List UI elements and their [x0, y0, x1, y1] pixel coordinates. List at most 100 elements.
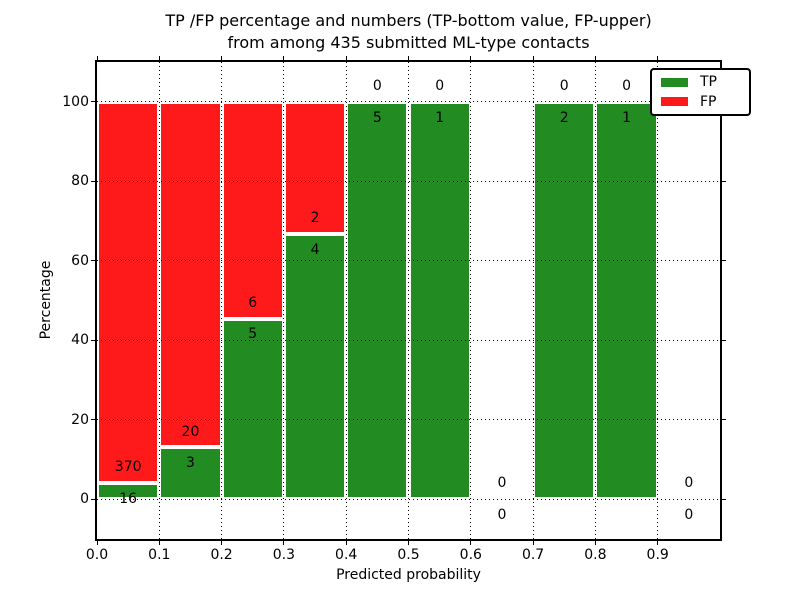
x-tick-mark-top: [345, 56, 347, 60]
x-tick-mark: [283, 541, 285, 545]
bar-fp-segment: [97, 101, 160, 483]
legend: TP FP: [650, 68, 751, 116]
chart-title: TP /FP percentage and numbers (TP-bottom…: [95, 10, 722, 54]
x-tick-label: 0.6: [459, 547, 482, 563]
bar-tp-segment: [408, 101, 471, 500]
legend-label-tp: TP: [700, 74, 717, 91]
x-tick-label: 0.4: [335, 547, 358, 563]
bar-tp-count: 5: [372, 109, 382, 126]
bar-tp-segment: [221, 318, 284, 500]
bar-fp-count: 0: [372, 77, 382, 94]
v-gridline: [594, 62, 596, 539]
y-tick-mark-right: [722, 339, 726, 341]
bar-fp-count: 20: [181, 423, 200, 440]
chart-title-line-2: from among 435 submitted ML-type contact…: [227, 33, 590, 52]
bar-tp-segment: [533, 101, 596, 500]
fp-legend-swatch: [661, 97, 688, 107]
v-gridline: [221, 62, 223, 539]
x-tick-mark: [657, 541, 659, 545]
bar-fp-count: 0: [622, 77, 631, 94]
bar-fp-segment: [221, 101, 284, 319]
legend-label-fp: FP: [700, 93, 717, 110]
bar-tp-segment: [283, 234, 347, 500]
x-tick-mark: [345, 541, 347, 545]
bar-fp-count: 0: [684, 475, 694, 492]
y-tick-label: 0: [80, 491, 89, 508]
y-tick-mark-right: [722, 180, 726, 182]
x-tick-mark: [532, 541, 534, 545]
x-tick-mark-top: [657, 56, 659, 60]
x-tick-mark-top: [158, 56, 160, 60]
legend-item-tp: TP: [661, 75, 749, 89]
v-gridline: [532, 62, 534, 539]
y-tick-mark: [91, 260, 95, 262]
bar-tp-count: 1: [622, 109, 631, 126]
plot-area: 370 16 20 3 6 5 2 4 0 5 0 1 0 0 0 2 0 1 0 0: [95, 60, 722, 541]
x-tick-mark: [594, 541, 596, 545]
x-tick-mark-top: [470, 56, 472, 60]
y-tick-mark-right: [722, 260, 726, 262]
y-tick-mark-right: [722, 419, 726, 421]
legend-item-fp: FP: [661, 95, 749, 109]
y-tick-label: 20: [71, 411, 89, 428]
x-tick-label: 0.0: [85, 547, 109, 563]
bar-tp-count: 16: [119, 490, 138, 507]
bar-tp-count: 0: [497, 507, 507, 524]
tp-legend-swatch: [661, 77, 688, 87]
x-tick-mark-top: [594, 56, 596, 60]
bar-fp-segment: [159, 101, 222, 448]
y-axis-label: Percentage: [38, 260, 54, 340]
x-tick-mark: [158, 541, 160, 545]
bar-fp-count: 6: [248, 294, 258, 311]
bar-tp-segment: [595, 101, 658, 500]
y-tick-label: 100: [62, 93, 89, 110]
x-tick-label: 0.5: [397, 547, 420, 563]
y-tick-mark: [91, 419, 95, 421]
bar-fp-count: 0: [497, 475, 507, 492]
bar-tp-count: 2: [559, 109, 569, 126]
x-tick-mark: [408, 541, 409, 545]
y-tick-mark: [91, 339, 95, 341]
x-tick-label: 0.9: [646, 547, 669, 563]
y-tick-label: 80: [71, 173, 89, 190]
bar-fp-segment: [283, 101, 347, 235]
bar-fp-count: 0: [435, 77, 445, 94]
bar-fp-count: 2: [310, 210, 320, 227]
y-tick-label: 60: [71, 252, 89, 269]
x-tick-mark: [470, 541, 472, 545]
y-tick-mark: [91, 180, 95, 182]
bar-tp-count: 3: [185, 455, 195, 472]
y-tick-mark-right: [722, 498, 726, 500]
v-gridline: [657, 62, 659, 539]
x-axis-label: Predicted probability: [336, 567, 481, 583]
v-gridline: [470, 62, 472, 539]
bar-tp-count: 1: [435, 109, 445, 126]
x-tick-label: 0.3: [272, 547, 296, 563]
x-tick-mark-top: [532, 56, 534, 60]
x-tick-label: 0.2: [210, 547, 233, 563]
x-tick-mark-top: [283, 56, 285, 60]
x-tick-label: 0.1: [148, 547, 171, 563]
y-tick-mark: [91, 498, 95, 500]
v-gridline: [408, 62, 409, 539]
x-tick-mark-top: [408, 56, 409, 60]
v-gridline: [283, 62, 285, 539]
bar-tp-segment: [159, 447, 222, 500]
bar-tp-count: 5: [248, 326, 258, 343]
bar-fp-count: 0: [559, 77, 569, 94]
x-tick-mark: [96, 541, 98, 545]
bar-tp-segment: [97, 482, 160, 500]
bar-tp-count: 0: [684, 507, 694, 524]
bar-fp-count: 370: [114, 458, 142, 475]
x-tick-label: 0.7: [521, 547, 545, 563]
y-tick-mark: [91, 101, 95, 103]
v-gridline: [158, 62, 160, 539]
v-gridline: [345, 62, 347, 539]
bar-tp-segment: [346, 101, 409, 500]
x-tick-mark: [221, 541, 223, 545]
x-tick-mark-top: [221, 56, 223, 60]
bar-tp-count: 4: [310, 242, 320, 259]
y-tick-label: 40: [71, 332, 89, 349]
x-tick-label: 0.8: [584, 547, 607, 563]
